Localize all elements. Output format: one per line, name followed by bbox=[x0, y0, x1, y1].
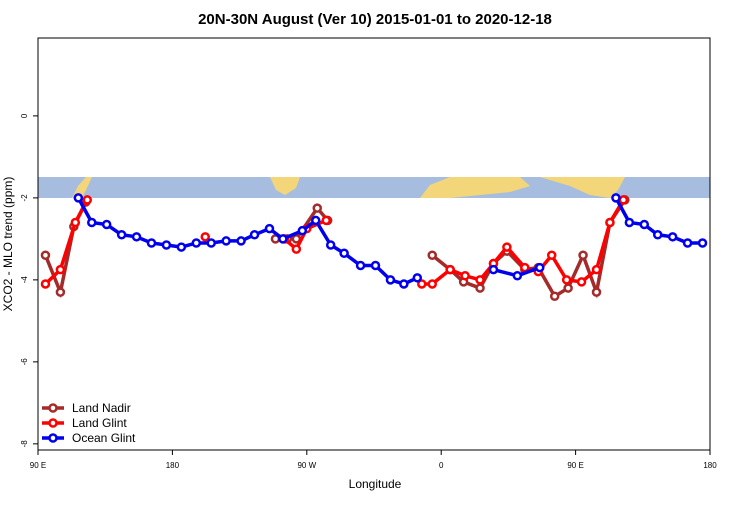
x-tick-label: 90 E bbox=[30, 461, 46, 470]
data-point bbox=[535, 262, 545, 273]
legend-marker bbox=[48, 403, 58, 413]
series-line bbox=[76, 197, 419, 286]
data-point bbox=[55, 264, 66, 275]
data-point bbox=[427, 250, 437, 261]
data-point bbox=[278, 234, 288, 244]
data-point bbox=[475, 283, 485, 293]
data-point bbox=[563, 283, 573, 293]
data-point bbox=[131, 232, 142, 242]
data-point bbox=[546, 250, 557, 261]
data-point bbox=[512, 271, 523, 281]
data-point bbox=[460, 271, 470, 281]
x-tick-label: 180 bbox=[703, 461, 717, 470]
x-tick-label: 0 bbox=[439, 461, 444, 470]
data-point bbox=[624, 217, 635, 228]
x-axis-label: Longitude bbox=[349, 477, 402, 491]
legend-label: Land Nadir bbox=[72, 401, 131, 415]
data-point bbox=[561, 275, 572, 285]
data-point bbox=[236, 236, 246, 246]
data-point bbox=[520, 262, 530, 273]
data-point bbox=[697, 238, 708, 248]
data-point bbox=[101, 219, 112, 230]
data-point bbox=[502, 242, 512, 252]
data-point bbox=[55, 287, 66, 297]
y-tick-label: -6 bbox=[20, 358, 29, 366]
data-point bbox=[176, 242, 187, 252]
data-point bbox=[549, 291, 560, 302]
data-point bbox=[70, 217, 81, 228]
data-point bbox=[385, 275, 396, 285]
y-tick-label: -2 bbox=[20, 194, 29, 202]
data-point bbox=[578, 250, 588, 261]
data-point bbox=[161, 240, 172, 250]
data-point bbox=[652, 230, 663, 240]
y-axis-label: XCO2 - MLO trend (ppm) bbox=[1, 177, 15, 312]
data-point bbox=[249, 230, 260, 240]
y-tick-label: 0 bbox=[20, 113, 29, 118]
data-point bbox=[618, 195, 629, 205]
data-point bbox=[605, 217, 615, 228]
data-point bbox=[591, 287, 602, 297]
data-point bbox=[339, 248, 349, 258]
legend-label: Ocean Glint bbox=[72, 431, 136, 445]
data-point bbox=[87, 217, 97, 228]
data-point bbox=[475, 275, 485, 285]
data-point bbox=[40, 250, 51, 261]
data-point bbox=[427, 279, 437, 289]
data-point bbox=[611, 193, 621, 203]
map-strip bbox=[38, 177, 710, 198]
data-point bbox=[325, 240, 336, 250]
data-point bbox=[206, 238, 216, 248]
data-point bbox=[399, 279, 409, 289]
series-line bbox=[44, 199, 89, 286]
data-point bbox=[82, 195, 93, 205]
data-point bbox=[264, 223, 275, 234]
data-point bbox=[682, 238, 693, 248]
data-point bbox=[311, 215, 321, 226]
data-point bbox=[591, 264, 602, 275]
legend-marker bbox=[48, 418, 58, 428]
data-point bbox=[639, 219, 650, 230]
data-point bbox=[445, 264, 455, 275]
y-tick-label: -8 bbox=[20, 440, 29, 448]
data-point bbox=[116, 230, 127, 240]
y-tick-label: -4 bbox=[20, 276, 29, 284]
data-point bbox=[370, 260, 381, 271]
data-point bbox=[412, 273, 423, 283]
plot-frame bbox=[37, 37, 711, 451]
data-point bbox=[291, 244, 302, 254]
data-point bbox=[667, 232, 678, 242]
chart-title: 20N-30N August (Ver 10) 2015-01-01 to 20… bbox=[198, 11, 552, 28]
legend-label: Land Glint bbox=[72, 416, 127, 430]
data-point bbox=[321, 215, 331, 226]
data-point bbox=[488, 264, 499, 275]
data-point bbox=[146, 238, 157, 248]
data-point bbox=[312, 203, 323, 213]
x-tick-label: 90 E bbox=[567, 461, 583, 470]
legend-marker bbox=[48, 433, 58, 443]
data-point bbox=[200, 232, 211, 242]
x-tick-label: 180 bbox=[166, 461, 180, 470]
data-point bbox=[576, 277, 587, 287]
data-point bbox=[221, 236, 231, 246]
data-point bbox=[355, 260, 366, 271]
data-point bbox=[191, 238, 202, 248]
data-point bbox=[297, 225, 308, 236]
x-tick-label: 90 W bbox=[297, 461, 316, 470]
data-point bbox=[417, 279, 427, 289]
data-point bbox=[40, 279, 51, 289]
data-point bbox=[73, 193, 84, 203]
